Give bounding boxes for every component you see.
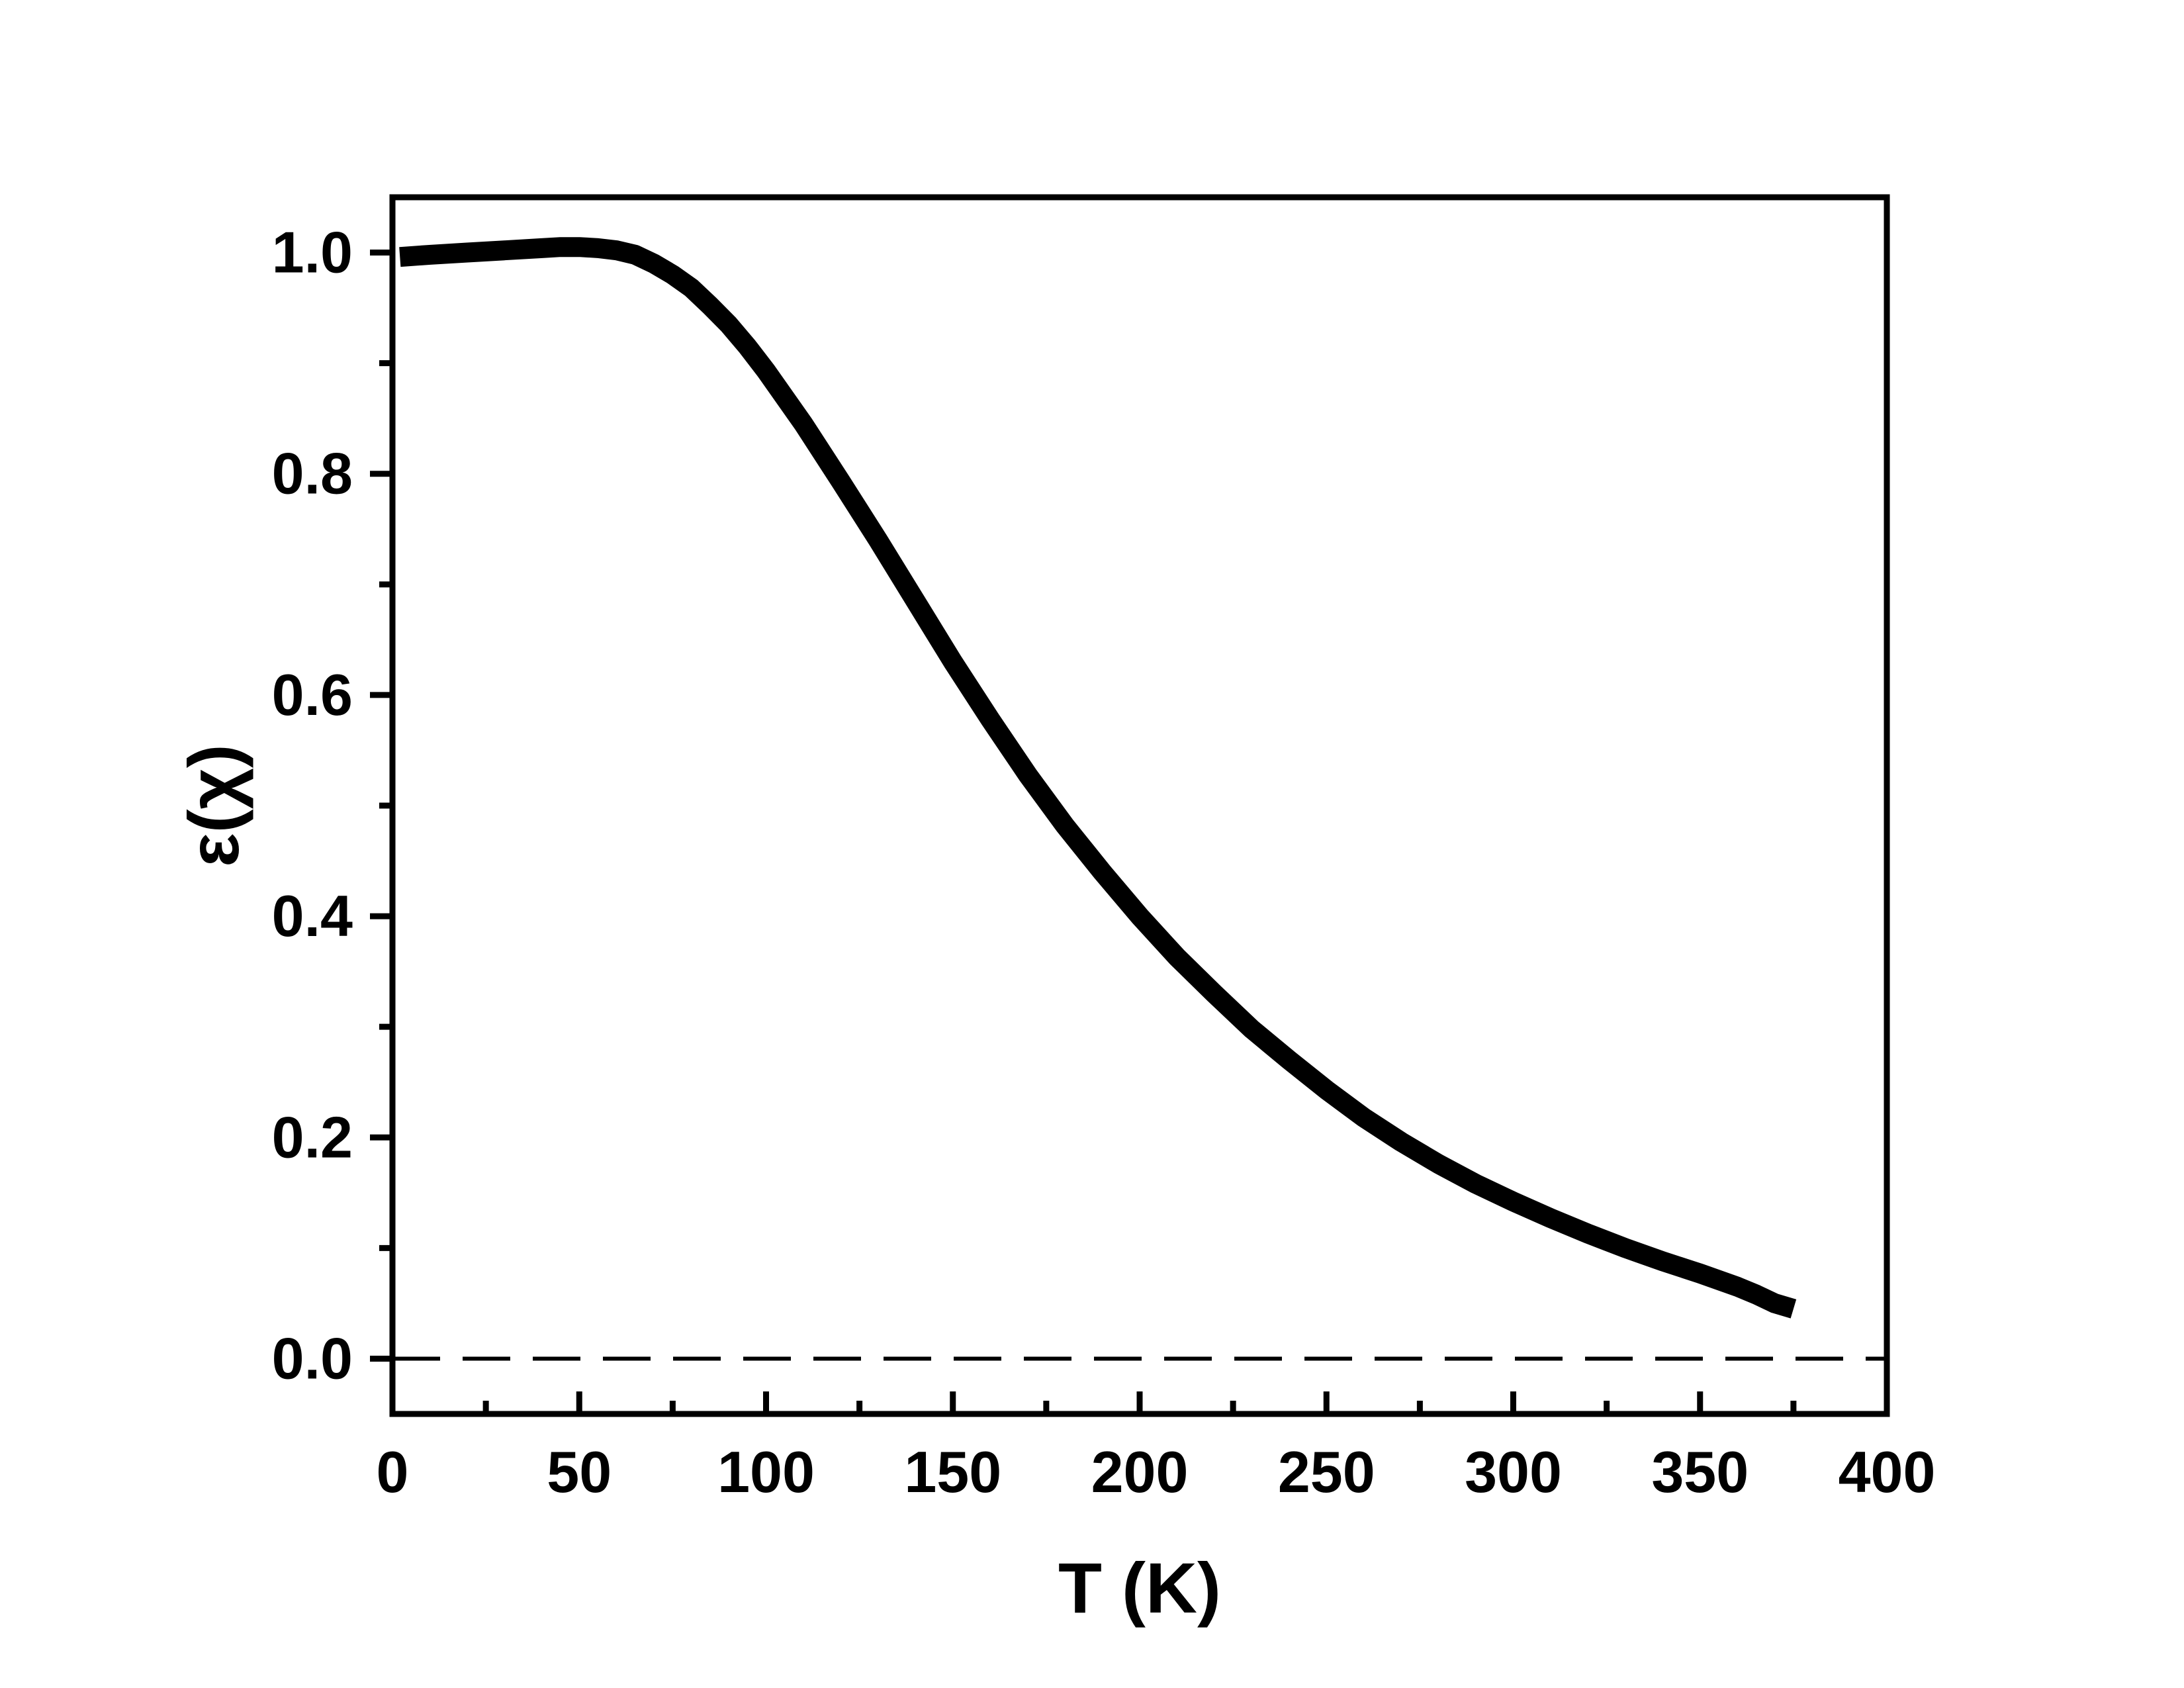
x-axis-title: T (K) — [1058, 1548, 1221, 1628]
x-tick-label: 100 — [717, 1439, 815, 1505]
x-tick-label: 250 — [1278, 1439, 1375, 1505]
y-axis: 0.0 0.2 0.4 0.6 0.8 1.0 — [272, 220, 392, 1391]
x-tick-label: 0 — [377, 1439, 409, 1505]
plot-frame — [389, 194, 1890, 1417]
x-axis: 0 50 100 150 200 250 300 350 400 — [377, 1391, 1936, 1505]
y-tick-label: 0.2 — [272, 1104, 353, 1170]
x-tick-label: 300 — [1465, 1439, 1562, 1505]
y-tick-label: 0.8 — [272, 441, 353, 506]
x-tick-label: 200 — [1091, 1439, 1189, 1505]
x-tick-label: 400 — [1839, 1439, 1936, 1505]
x-tick-label: 350 — [1651, 1439, 1749, 1505]
y-axis-title: ε(χ) — [173, 744, 253, 867]
y-tick-label: 1.0 — [272, 220, 353, 285]
y-tick-label: 0.4 — [272, 883, 353, 949]
y-tick-label: 0.6 — [272, 662, 353, 727]
y-tick-label: 0.0 — [272, 1325, 353, 1391]
plot-area — [392, 237, 1887, 1361]
x-tick-label: 50 — [547, 1439, 612, 1505]
x-tick-label: 150 — [904, 1439, 1001, 1505]
data-series-line — [399, 237, 1797, 1319]
